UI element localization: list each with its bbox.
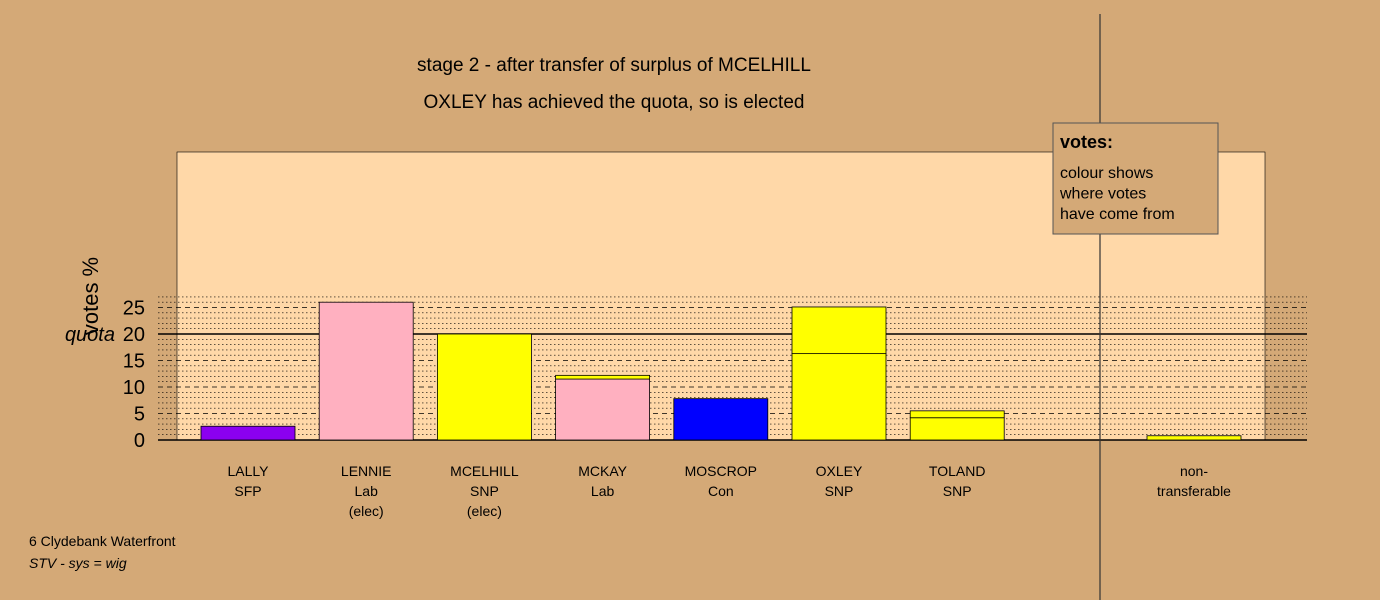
- category-party: SNP: [825, 483, 854, 499]
- category-name: TOLAND: [929, 463, 986, 479]
- category-party: Con: [708, 483, 734, 499]
- y-axis-label: votes %: [78, 257, 103, 335]
- legend-text-line: colour shows: [1060, 165, 1153, 182]
- y-tick-label: 0: [134, 430, 145, 452]
- bar-segment: [555, 374, 650, 380]
- footer-ward-name: 6 Clydebank Waterfront: [29, 533, 176, 549]
- bar-segment: [200, 425, 296, 441]
- bar-segment: [791, 353, 887, 441]
- y-tick-label: 5: [134, 404, 145, 426]
- non-transferable-label: non-: [1180, 463, 1208, 479]
- legend-text-line: have come from: [1060, 206, 1175, 223]
- bar-segment: [791, 306, 887, 355]
- category-name: LENNIE: [341, 463, 392, 479]
- chart-title-line: OXLEY has achieved the quota, so is elec…: [424, 92, 805, 113]
- y-tick-label: 25: [123, 298, 145, 320]
- legend-box: [1052, 122, 1219, 235]
- bar-segment: [318, 301, 414, 441]
- footer-system-label: STV - sys = wig: [29, 555, 127, 571]
- legend-title: votes:: [1060, 132, 1113, 152]
- y-tick-label: 20: [123, 324, 145, 346]
- non-transferable-label: transferable: [1157, 483, 1231, 499]
- category-party: SNP: [943, 483, 972, 499]
- category-party: Lab: [355, 483, 379, 499]
- category-name: LALLY: [228, 463, 270, 479]
- y-tick-label: 15: [123, 351, 145, 373]
- bar-segment: [555, 378, 650, 441]
- bar-segment: [436, 333, 532, 441]
- category-party: SFP: [234, 483, 261, 499]
- bar-segment: [909, 410, 1005, 419]
- non-transferable-bar: [1146, 435, 1242, 441]
- chart-title-line: stage 2 - after transfer of surplus of M…: [417, 55, 811, 76]
- category-name: MCELHILL: [450, 463, 519, 479]
- category-party: Lab: [591, 483, 615, 499]
- category-party: SNP: [470, 483, 499, 499]
- quota-label: quota: [65, 324, 115, 346]
- bar-segment: [909, 417, 1005, 441]
- bar-segment: [673, 398, 769, 441]
- category-name: MOSCROP: [685, 463, 757, 479]
- category-note: (elec): [467, 503, 502, 519]
- category-name: OXLEY: [816, 463, 863, 479]
- y-tick-label: 10: [123, 377, 145, 399]
- category-note: (elec): [349, 503, 384, 519]
- category-name: MCKAY: [578, 463, 627, 479]
- legend-text-line: where votes: [1059, 186, 1146, 203]
